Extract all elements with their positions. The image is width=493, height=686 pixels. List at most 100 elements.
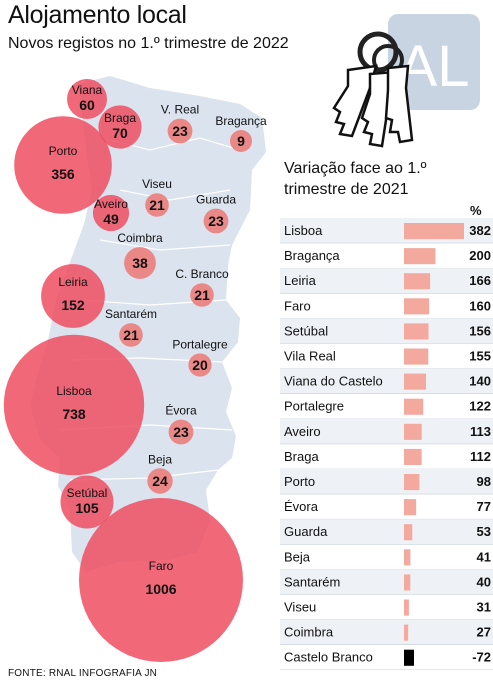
bar-12	[404, 524, 413, 541]
bubble-value-15: 24	[152, 473, 168, 489]
bar-value-7: 122	[469, 399, 491, 414]
bar-label-9: Braga	[284, 449, 319, 464]
bar-value-11: 77	[477, 499, 491, 514]
bar-0	[404, 223, 464, 240]
bubble-value-8: 38	[132, 255, 148, 271]
bar-17	[404, 649, 414, 666]
bar-8	[404, 423, 422, 440]
bar-value-10: 98	[477, 474, 491, 489]
bubble-14	[168, 419, 194, 445]
bubble-label-14: Évora	[165, 403, 197, 418]
district-borders	[59, 137, 241, 481]
bar-value-9: 112	[470, 449, 491, 464]
bar-value-6: 140	[469, 374, 491, 389]
bubble-17	[79, 498, 243, 662]
bar-value-12: 53	[477, 524, 491, 539]
key-tag-text: AL	[399, 34, 470, 99]
bar-chart: Lisboa 382 Bragança 200 Leiria 166 Faro 160 Setú…	[280, 218, 493, 670]
bubble-13	[3, 334, 145, 476]
bubble-15	[147, 468, 173, 494]
bar-10	[404, 474, 420, 491]
bar-value-0: 382	[469, 223, 491, 238]
page-subtitle: Novos registos no 1.º trimestre de 2022	[8, 35, 289, 52]
bar-row-bg-12	[280, 519, 493, 545]
bar-6	[404, 373, 426, 390]
bar-row-bg-8	[280, 418, 493, 444]
bar-7	[404, 398, 424, 415]
bubble-value-0: 60	[79, 97, 95, 113]
bar-13	[404, 549, 411, 566]
bubble-label-0: Viana	[72, 83, 103, 97]
bar-11	[404, 499, 417, 516]
bar-5	[404, 348, 429, 365]
bar-value-5: 155	[469, 349, 491, 364]
bar-4	[404, 323, 429, 340]
bubble-8	[124, 247, 156, 279]
bar-chart-unit: %	[470, 203, 482, 218]
bubble-2	[167, 118, 193, 144]
bubble-5	[145, 193, 169, 217]
bar-row-bg-14	[280, 569, 493, 595]
bubble-label-5: Viseu	[142, 177, 172, 191]
bubble-3	[230, 130, 252, 152]
bubble-label-13: Lisboa	[56, 384, 92, 398]
bubble-label-7: Aveiro	[94, 197, 128, 211]
bar-1	[404, 248, 436, 265]
bar-15	[404, 599, 409, 616]
bubble-value-14: 23	[173, 424, 189, 440]
bubble-value-12: 20	[192, 357, 208, 373]
bubble-label-9: C. Branco	[175, 267, 229, 281]
bubble-label-16: Setúbal	[67, 486, 108, 500]
bar-value-4: 156	[469, 323, 491, 338]
bubble-value-5: 21	[149, 197, 165, 213]
bubble-value-11: 21	[123, 327, 139, 343]
bar-row-bg-16	[280, 619, 493, 645]
page-title: Alojamento local	[8, 1, 187, 29]
bar-value-3: 160	[469, 298, 491, 313]
key-tag	[388, 14, 480, 110]
bar-label-11: Évora	[284, 499, 319, 514]
bar-label-4: Setúbal	[284, 323, 328, 338]
bar-label-6: Viana do Castelo	[284, 374, 383, 389]
bubble-0	[67, 79, 107, 119]
bar-16	[404, 624, 409, 641]
bar-value-14: 40	[477, 574, 491, 589]
bubble-11	[119, 323, 143, 347]
bar-label-2: Leiria	[284, 273, 317, 288]
bar-label-0: Lisboa	[284, 223, 323, 238]
bar-value-16: 27	[477, 625, 491, 640]
bubble-value-3: 9	[237, 133, 245, 149]
bubble-label-2: V. Real	[161, 103, 199, 117]
bar-value-13: 41	[477, 549, 491, 564]
bubble-value-1: 70	[112, 125, 128, 141]
bubble-label-4: Porto	[49, 144, 78, 158]
bar-value-17: -72	[472, 650, 491, 665]
bubble-10	[41, 264, 105, 328]
bubble-value-7: 49	[103, 211, 119, 227]
bubble-12	[188, 353, 212, 377]
bar-row-bg-10	[280, 469, 493, 495]
bubble-4	[14, 116, 112, 214]
bubble-label-1: Braga	[104, 111, 136, 125]
bubble-7	[92, 194, 130, 232]
bubble-1	[98, 105, 142, 149]
bar-label-15: Viseu	[284, 600, 316, 615]
source-credit: FONTE: RNAL INFOGRAFIA JN	[8, 668, 158, 679]
bar-label-13: Beja	[284, 549, 311, 564]
bubble-value-13: 738	[62, 406, 86, 422]
bar-label-7: Portalegre	[284, 399, 344, 414]
bar-14	[404, 574, 411, 591]
bubble-label-11: Santarém	[105, 307, 157, 321]
bar-label-16: Coimbra	[284, 625, 334, 640]
bubble-value-10: 152	[61, 297, 85, 313]
bar-label-14: Santarém	[284, 574, 340, 589]
bubble-label-6: Guarda	[196, 193, 236, 207]
bar-chart-title: Variação face ao 1.º trimestre de 2021	[284, 160, 427, 198]
bubble-label-8: Coimbra	[117, 231, 163, 245]
bar-label-1: Bragança	[284, 248, 340, 263]
bar-label-3: Faro	[284, 298, 311, 313]
bar-row-bg-6	[280, 368, 493, 394]
bubble-16	[60, 475, 114, 529]
keys-illustration: AL	[332, 14, 480, 148]
